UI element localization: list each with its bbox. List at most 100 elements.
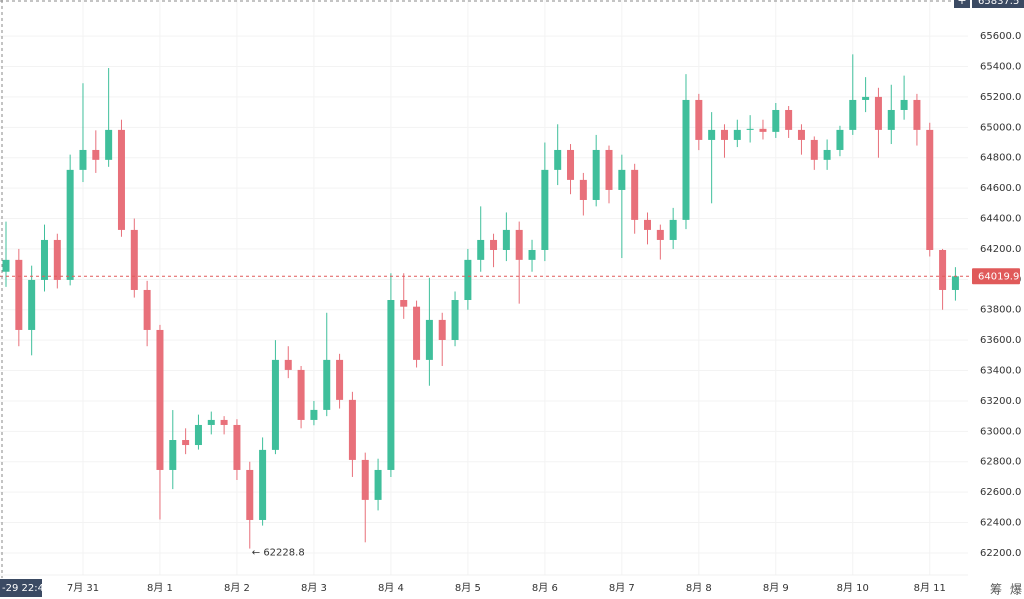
x-tick-label: 8月 11 [914, 582, 946, 594]
x-tick-label: 8月 10 [837, 582, 869, 594]
candle-body [554, 149, 562, 170]
candle-body [644, 219, 651, 230]
crosshair-add-button[interactable] [954, 0, 970, 8]
candle-body [387, 300, 395, 470]
x-tick-label: 8月 4 [378, 582, 404, 594]
candle-body [669, 219, 677, 240]
candle-body [117, 129, 125, 230]
candle-body [720, 129, 728, 140]
candle-body [310, 409, 318, 420]
candle-body [579, 179, 587, 200]
candle-body [15, 259, 23, 330]
candle-body [656, 229, 664, 240]
candle-body [823, 149, 831, 160]
candle-body [900, 99, 908, 110]
y-tick-label: 63000.0 [980, 426, 1021, 437]
candle-body [708, 129, 716, 140]
x-tick-label: 8月 1 [147, 582, 173, 594]
candle-body [156, 329, 164, 470]
candle-body [400, 300, 408, 307]
y-tick-label: 65000.0 [980, 122, 1021, 133]
candle-body [772, 109, 780, 132]
candle-body [810, 139, 818, 160]
candle-body [105, 129, 113, 160]
crosshair-x-box [0, 579, 42, 597]
candle-body [836, 129, 844, 150]
candle-body [169, 440, 177, 470]
candle-body [259, 449, 267, 520]
y-tick-label: 63600.0 [980, 335, 1021, 346]
x-tick-label: 7月 31 [67, 582, 99, 594]
y-tick-label: 63200.0 [980, 396, 1021, 407]
candle-body [733, 129, 741, 140]
candle-body [130, 229, 138, 290]
last-price-box [972, 268, 1020, 285]
candle-body [451, 300, 459, 340]
candle-body [887, 109, 895, 130]
y-tick-label: 63400.0 [980, 366, 1021, 377]
y-tick-label: 62400.0 [980, 518, 1021, 529]
toolbar-button[interactable]: 筹 [990, 583, 1002, 597]
x-tick-label: 8月 8 [686, 582, 712, 594]
candle-body [682, 99, 690, 220]
candle-body [849, 99, 857, 130]
candle-body [926, 129, 934, 250]
x-tick-label: 8月 3 [301, 582, 327, 594]
candle-body [143, 289, 151, 330]
candle-body [233, 424, 241, 470]
candle-body [541, 169, 549, 250]
candle-body [297, 369, 305, 420]
candle-body [374, 469, 382, 500]
candle-body [746, 128, 754, 130]
y-tick-label: 64400.0 [980, 214, 1021, 225]
candle-body [361, 459, 369, 500]
candle-body [464, 259, 472, 301]
candle-body [194, 424, 202, 446]
crosshair-add-icon: + [957, 0, 966, 7]
x-tick-label: 8月 5 [455, 582, 481, 594]
min-annotation: ← 62228.8 [252, 548, 305, 559]
candle-body [939, 249, 947, 290]
candle-body [695, 99, 703, 140]
candle-body [413, 306, 421, 360]
candle-body [53, 239, 61, 280]
crosshair-price-box [972, 0, 1024, 8]
crosshair-price-label: 65837.5 [978, 0, 1019, 7]
y-tick-label: 62200.0 [980, 548, 1021, 559]
candle-body [425, 319, 433, 360]
candle-body [528, 249, 536, 260]
candle-body [438, 319, 446, 340]
y-tick-label: 63800.0 [980, 305, 1021, 316]
candle-body [567, 149, 575, 180]
candle-body [515, 229, 523, 260]
candle-body [28, 279, 36, 330]
toolbar-button[interactable]: 爆 [1010, 583, 1022, 597]
candle-body [785, 109, 793, 130]
candle-body [336, 359, 344, 400]
candle-body [79, 149, 87, 170]
x-tick-label: 8月 6 [532, 582, 558, 594]
candle-body [271, 359, 279, 450]
candle-body [66, 169, 74, 280]
candle-body [490, 239, 498, 250]
y-tick-label: 65200.0 [980, 92, 1021, 103]
candle-body [874, 96, 882, 130]
y-tick-label: 65600.0 [980, 31, 1021, 42]
y-tick-label: 64600.0 [980, 183, 1021, 194]
y-tick-label: 64800.0 [980, 153, 1021, 164]
x-tick-label: 8月 2 [224, 582, 250, 594]
candle-body [284, 359, 292, 370]
candle-body [40, 239, 48, 280]
candle-body [477, 239, 485, 260]
x-tick-label: 8月 7 [609, 582, 635, 594]
candle-body [951, 276, 959, 290]
candle-body [2, 259, 10, 272]
candle-body [182, 440, 190, 446]
candle-body [759, 128, 767, 132]
candle-body [246, 469, 254, 520]
y-tick-label: 64200.0 [980, 244, 1021, 255]
candle-body [797, 129, 805, 140]
x-tick-label: 8月 9 [763, 582, 789, 594]
